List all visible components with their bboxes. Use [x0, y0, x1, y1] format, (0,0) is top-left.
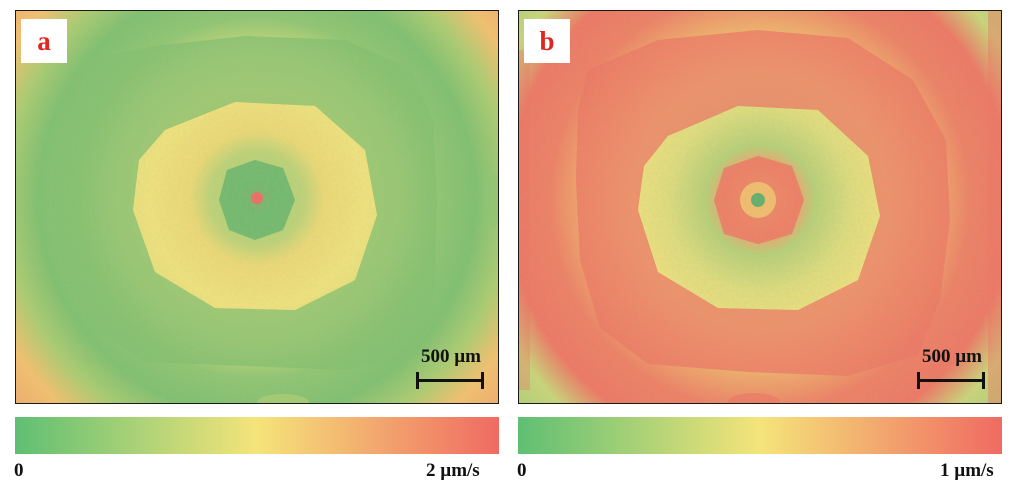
colorbar-max-label-b: 1 µm/s: [940, 460, 994, 481]
scale-bar-line-b: [918, 379, 984, 382]
scale-bar-b: 500 µm: [912, 346, 992, 406]
colorbar-b: [518, 417, 1002, 454]
colorbar-max-label-a: 2 µm/s: [426, 460, 480, 481]
colorbar-min-label-a: 0: [14, 460, 24, 481]
panel-label-box-b: b: [524, 19, 570, 63]
velocity-heatmap-a: [15, 10, 499, 404]
velocity-map-b: b 500 µm: [518, 10, 1002, 404]
scale-bar-line-a: [417, 379, 483, 382]
scale-bar-a: 500 µm: [411, 346, 491, 406]
colorbar-a: [15, 417, 499, 454]
velocity-map-a: a 500 µm: [15, 10, 499, 404]
panel-label-a: a: [37, 25, 51, 56]
panel-label-box-a: a: [21, 19, 67, 63]
panel-label-b: b: [539, 25, 555, 56]
velocity-heatmap-b: [518, 10, 1002, 404]
scale-bar-label-b: 500 µm: [921, 346, 983, 367]
colorbar-min-label-b: 0: [517, 460, 527, 481]
scale-bar-cap-right-a: [481, 372, 484, 389]
scale-bar-label-a: 500 µm: [420, 346, 482, 367]
scale-bar-cap-right-b: [982, 372, 985, 389]
